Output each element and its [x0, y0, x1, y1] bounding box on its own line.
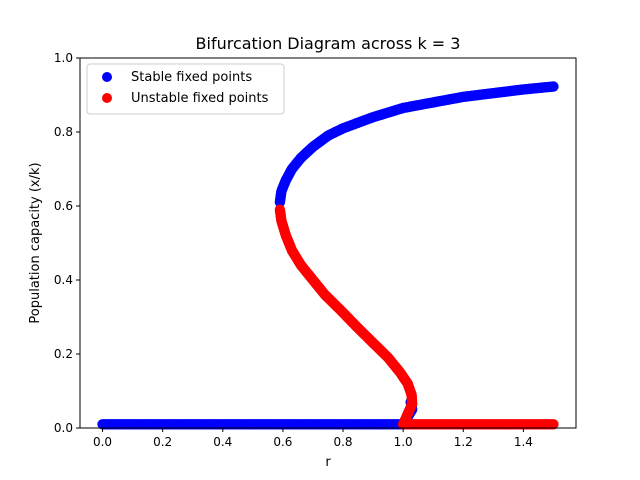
- y-axis-label: Population capacity (x/k): [28, 162, 43, 323]
- y-tick-label: 0.6: [54, 199, 73, 213]
- y-tick-label: 0.8: [54, 125, 73, 139]
- x-tick-label: 1.2: [454, 435, 473, 449]
- y-tick-label: 0.0: [54, 421, 73, 435]
- chart-title: Bifurcation Diagram across k = 3: [196, 34, 461, 53]
- legend-marker-stable: [102, 72, 112, 82]
- y-ticks: 0.0 0.2 0.4 0.6 0.8 1.0: [54, 51, 80, 435]
- legend-box: [86, 63, 285, 115]
- data-point: [548, 81, 559, 92]
- series-1: [274, 204, 559, 430]
- plot-clip-layer: [97, 81, 559, 430]
- series-0: [97, 81, 559, 430]
- y-tick-label: 0.4: [54, 273, 73, 287]
- x-tick-label: 0.6: [273, 435, 292, 449]
- series-layer: [97, 81, 559, 430]
- axes-frame: [79, 57, 577, 429]
- x-ticks: 0.0 0.2 0.4 0.6 0.8 1.0 1.2 1.4: [93, 428, 533, 449]
- x-tick-label: 1.4: [514, 435, 533, 449]
- legend-label-stable: Stable fixed points: [131, 70, 252, 85]
- x-tick-label: 0.0: [93, 435, 112, 449]
- x-tick-label: 0.4: [213, 435, 232, 449]
- x-tick-label: 1.0: [394, 435, 413, 449]
- data-point: [548, 419, 559, 430]
- legend-label-unstable: Unstable fixed points: [131, 91, 269, 106]
- y-tick-label: 1.0: [54, 51, 73, 65]
- legend-marker-unstable: [102, 93, 112, 103]
- legend: Stable fixed points Unstable fixed point…: [86, 63, 285, 115]
- x-axis-label: r: [325, 455, 331, 470]
- x-tick-label: 0.8: [333, 435, 352, 449]
- x-tick-label: 0.2: [153, 435, 172, 449]
- y-tick-label: 0.2: [54, 347, 73, 361]
